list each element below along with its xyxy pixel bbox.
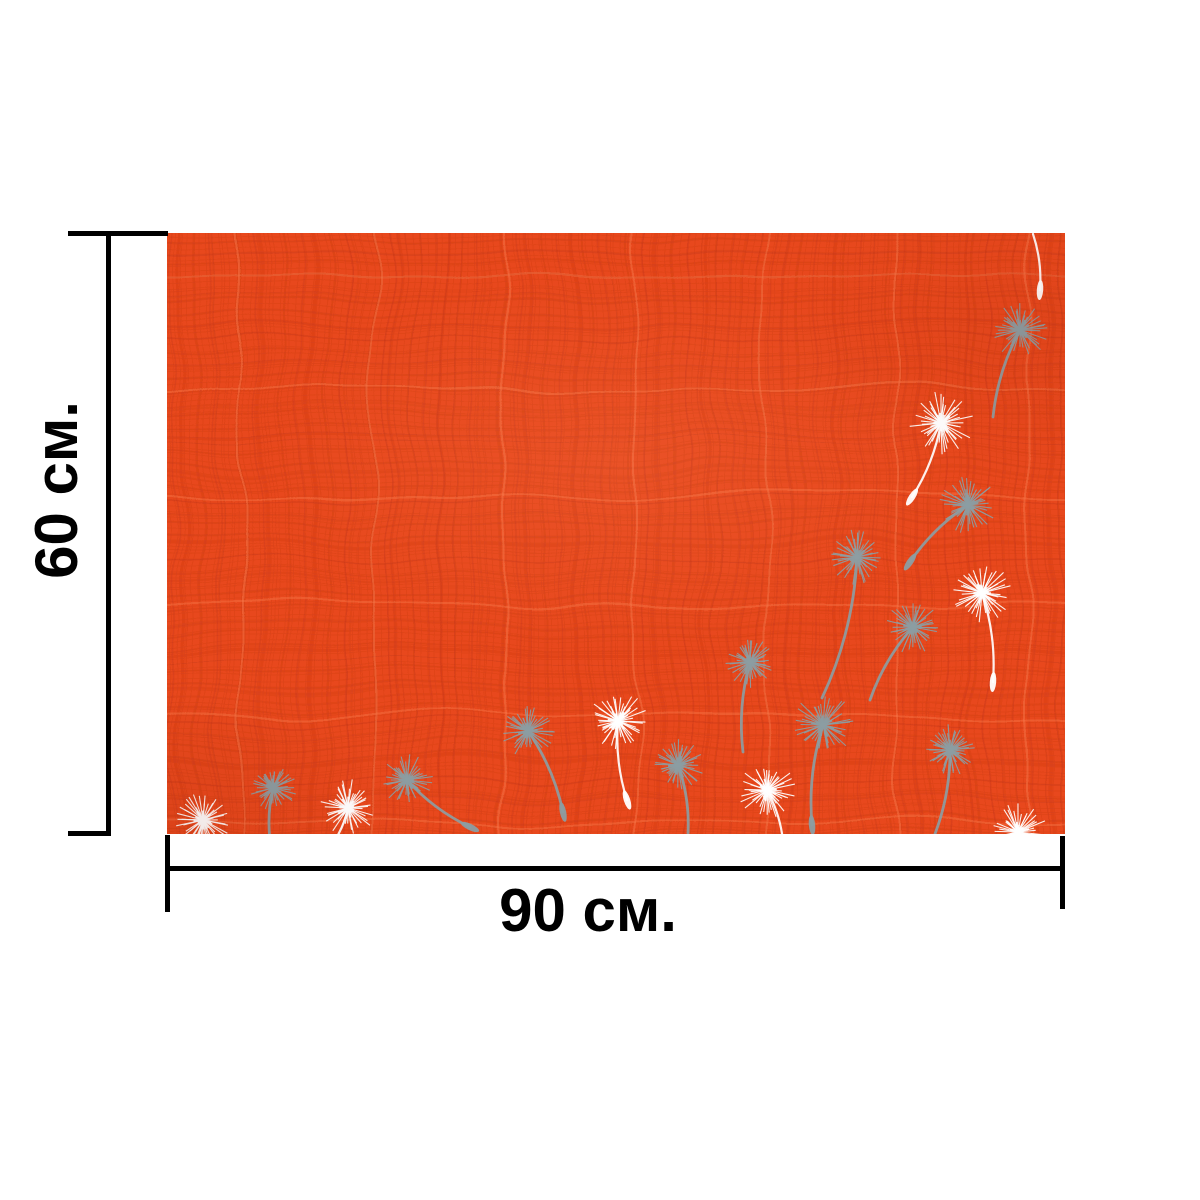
dandelion-white	[905, 391, 973, 506]
dandelion-white	[993, 803, 1046, 834]
dandelion-gray	[991, 303, 1048, 419]
dandelion-white	[1031, 233, 1044, 300]
height-dimension-label: 60 см.	[23, 401, 90, 579]
fabric-pattern-svg	[167, 233, 1065, 834]
dandelion-gray	[926, 724, 975, 834]
width-dimension-line	[167, 866, 1065, 871]
dandelion-white	[740, 768, 796, 834]
dandelion-white	[320, 779, 373, 834]
fabric-swatch	[167, 233, 1065, 834]
dandelion-gray	[251, 768, 296, 834]
dandelion-white	[593, 696, 646, 810]
dandelion-white	[953, 566, 1011, 692]
width-dimension-cap-right	[1060, 836, 1065, 909]
dandelion-white	[176, 794, 229, 834]
dandelion-gray	[868, 603, 939, 702]
width-dimension-cap-left	[165, 835, 170, 912]
dandelion-gray	[725, 639, 772, 754]
height-dimension-line	[106, 233, 111, 834]
dandelion-gray	[503, 706, 567, 822]
height-dimension-cap-top	[68, 231, 168, 236]
dandelion-pattern	[176, 233, 1048, 834]
dandelion-gray	[383, 754, 480, 833]
height-dimension-cap-bottom	[68, 831, 111, 836]
dandelion-gray	[820, 529, 881, 700]
dandelion-gray	[903, 477, 994, 571]
width-dimension-label: 90 см.	[499, 877, 677, 944]
weave-texture	[167, 233, 1065, 834]
dandelion-gray	[654, 739, 703, 834]
dandelion-gray	[794, 696, 854, 834]
